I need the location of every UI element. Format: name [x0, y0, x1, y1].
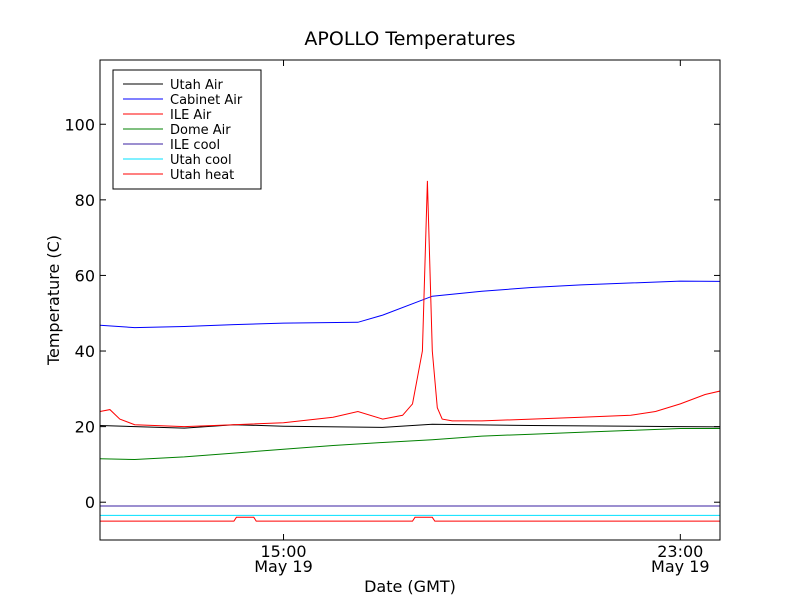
plot-lines [100, 180, 720, 522]
y-tick-label: 20 [75, 418, 95, 437]
legend-label: ILE Air [170, 108, 212, 123]
series-line-cabinet-air [100, 280, 720, 329]
x-tick-date-label: May 19 [651, 557, 710, 576]
legend-label: Utah Air [170, 78, 223, 93]
chart-title: APOLLO Temperatures [304, 28, 515, 50]
series-line-dome-air [100, 428, 720, 461]
axis-ticks [100, 60, 720, 540]
series-line-utah-heat [100, 516, 720, 522]
x-tick-time-label: 15:00 [260, 542, 306, 561]
y-tick-label: 40 [75, 342, 95, 361]
y-axis-title: Temperature (C) [44, 235, 63, 366]
legend-label: Utah heat [170, 168, 234, 183]
x-axis-title: Date (GMT) [364, 577, 456, 596]
y-tick-label: 80 [75, 191, 95, 210]
legend-label: Cabinet Air [170, 93, 243, 108]
legend-label: Utah cool [170, 153, 232, 168]
y-tick-label: 0 [85, 493, 95, 512]
series-line-utah-air [100, 423, 720, 429]
legend-label: ILE cool [170, 138, 220, 153]
plot-frame [99, 59, 721, 541]
x-tick-time-label: 23:00 [657, 542, 703, 561]
x-tick-date-label: May 19 [254, 557, 313, 576]
legend-label: Dome Air [170, 123, 231, 138]
y-tick-label: 100 [64, 115, 95, 134]
y-tick-label: 60 [75, 266, 95, 285]
series-line-ile-air [100, 180, 720, 428]
